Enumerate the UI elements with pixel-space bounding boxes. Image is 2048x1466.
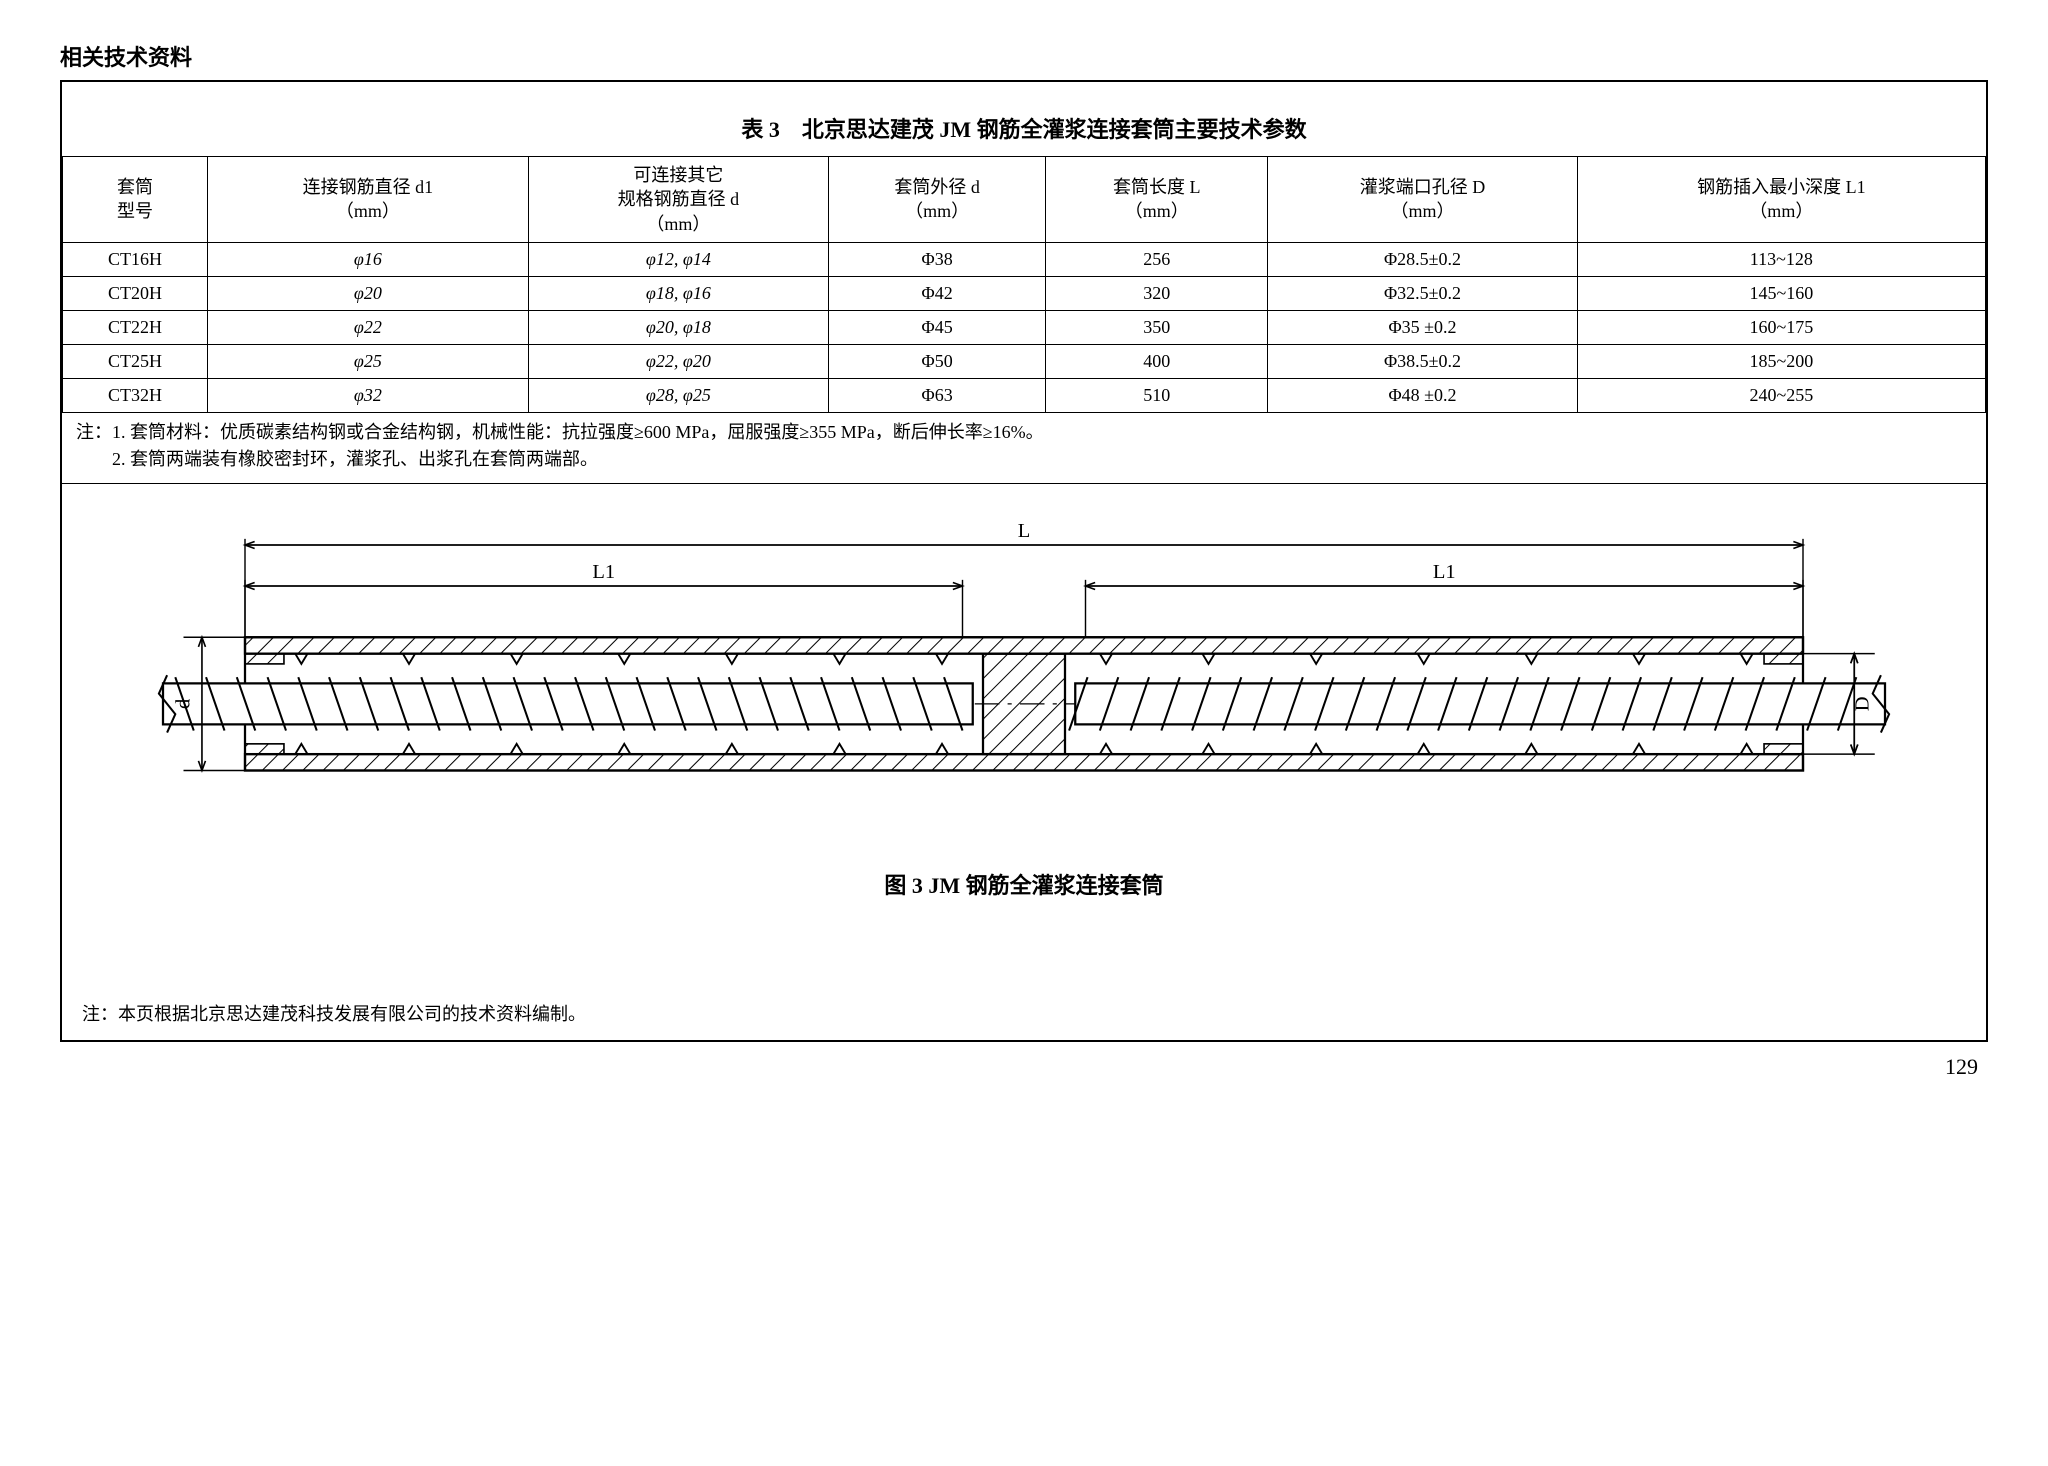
svg-text:L1: L1 bbox=[1433, 561, 1456, 583]
table-header-cell: 套筒长度 L（mm） bbox=[1046, 157, 1268, 243]
table-cell: φ20 bbox=[207, 276, 528, 310]
table-cell: Φ42 bbox=[828, 276, 1045, 310]
table-header-cell: 套筒外径 d（mm） bbox=[828, 157, 1045, 243]
table-cell: Φ32.5±0.2 bbox=[1268, 276, 1577, 310]
table-cell: 185~200 bbox=[1577, 344, 1985, 378]
table-cell: CT25H bbox=[63, 344, 208, 378]
note-line: 2. 套筒两端装有橡胶密封环，灌浆孔、出浆孔在套筒两端部。 bbox=[76, 446, 1972, 473]
table-cell: Φ48 ±0.2 bbox=[1268, 378, 1577, 412]
table-title: 表 3 北京思达建茂 JM 钢筋全灌浆连接套筒主要技术参数 bbox=[62, 82, 1986, 156]
table-cell: φ22 bbox=[207, 310, 528, 344]
table-header-cell: 钢筋插入最小深度 L1（mm） bbox=[1577, 157, 1985, 243]
table-header-cell: 灌浆端口孔径 D（mm） bbox=[1268, 157, 1577, 243]
sleeve-figure: L L1 L1 d D bbox=[122, 504, 1926, 853]
table-cell: CT16H bbox=[63, 242, 208, 276]
table-header-cell: 套筒型号 bbox=[63, 157, 208, 243]
table-notes: 注：1. 套筒材料：优质碳素结构钢或合金结构钢，机械性能：抗拉强度≥600 MP… bbox=[62, 413, 1986, 484]
note-line: 1. 套筒材料：优质碳素结构钢或合金结构钢，机械性能：抗拉强度≥600 MPa，… bbox=[112, 422, 1044, 442]
table-cell: Φ45 bbox=[828, 310, 1045, 344]
table-cell: CT22H bbox=[63, 310, 208, 344]
page-header: 相关技术资料 bbox=[60, 40, 1988, 82]
figure-caption: 图 3 JM 钢筋全灌浆连接套筒 bbox=[122, 852, 1926, 940]
table-cell: 510 bbox=[1046, 378, 1268, 412]
table-cell: Φ38.5±0.2 bbox=[1268, 344, 1577, 378]
table-header-row: 套筒型号连接钢筋直径 d1（mm）可连接其它规格钢筋直径 d（mm）套筒外径 d… bbox=[63, 157, 1986, 243]
table-cell: φ25 bbox=[207, 344, 528, 378]
table-cell: 160~175 bbox=[1577, 310, 1985, 344]
table-cell: Φ38 bbox=[828, 242, 1045, 276]
spec-table: 套筒型号连接钢筋直径 d1（mm）可连接其它规格钢筋直径 d（mm）套筒外径 d… bbox=[62, 156, 1986, 413]
table-cell: CT20H bbox=[63, 276, 208, 310]
svg-text:D: D bbox=[1852, 696, 1874, 711]
table-cell: 256 bbox=[1046, 242, 1268, 276]
table-row: CT32Hφ32φ28, φ25Φ63510Φ48 ±0.2240~255 bbox=[63, 378, 1986, 412]
table-cell: Φ63 bbox=[828, 378, 1045, 412]
footer-note: 注：本页根据北京思达建茂科技发展有限公司的技术资料编制。 bbox=[62, 950, 1986, 1040]
table-cell: 350 bbox=[1046, 310, 1268, 344]
table-row: CT25Hφ25φ22, φ20Φ50400Φ38.5±0.2185~200 bbox=[63, 344, 1986, 378]
notes-label: 注： bbox=[76, 422, 112, 442]
table-cell: φ32 bbox=[207, 378, 528, 412]
table-cell: φ18, φ16 bbox=[528, 276, 828, 310]
table-cell: Φ35 ±0.2 bbox=[1268, 310, 1577, 344]
page-number: 129 bbox=[60, 1042, 1988, 1080]
content-frame: 表 3 北京思达建茂 JM 钢筋全灌浆连接套筒主要技术参数 套筒型号连接钢筋直径… bbox=[60, 82, 1988, 1042]
table-cell: φ16 bbox=[207, 242, 528, 276]
table-cell: Φ28.5±0.2 bbox=[1268, 242, 1577, 276]
table-cell: φ12, φ14 bbox=[528, 242, 828, 276]
figure-area: L L1 L1 d D 图 3 JM 钢筋全灌浆连接套筒 bbox=[62, 484, 1986, 951]
svg-text:L: L bbox=[1018, 520, 1031, 542]
table-cell: 400 bbox=[1046, 344, 1268, 378]
table-cell: φ22, φ20 bbox=[528, 344, 828, 378]
svg-text:d: d bbox=[173, 699, 195, 709]
table-cell: φ28, φ25 bbox=[528, 378, 828, 412]
table-row: CT22Hφ22φ20, φ18Φ45350Φ35 ±0.2160~175 bbox=[63, 310, 1986, 344]
table-cell: CT32H bbox=[63, 378, 208, 412]
table-row: CT16Hφ16φ12, φ14Φ38256Φ28.5±0.2113~128 bbox=[63, 242, 1986, 276]
table-cell: φ20, φ18 bbox=[528, 310, 828, 344]
table-cell: 145~160 bbox=[1577, 276, 1985, 310]
table-cell: 320 bbox=[1046, 276, 1268, 310]
table-cell: 113~128 bbox=[1577, 242, 1985, 276]
table-header-cell: 连接钢筋直径 d1（mm） bbox=[207, 157, 528, 243]
table-cell: 240~255 bbox=[1577, 378, 1985, 412]
table-row: CT20Hφ20φ18, φ16Φ42320Φ32.5±0.2145~160 bbox=[63, 276, 1986, 310]
table-cell: Φ50 bbox=[828, 344, 1045, 378]
table-header-cell: 可连接其它规格钢筋直径 d（mm） bbox=[528, 157, 828, 243]
svg-text:L1: L1 bbox=[592, 561, 615, 583]
